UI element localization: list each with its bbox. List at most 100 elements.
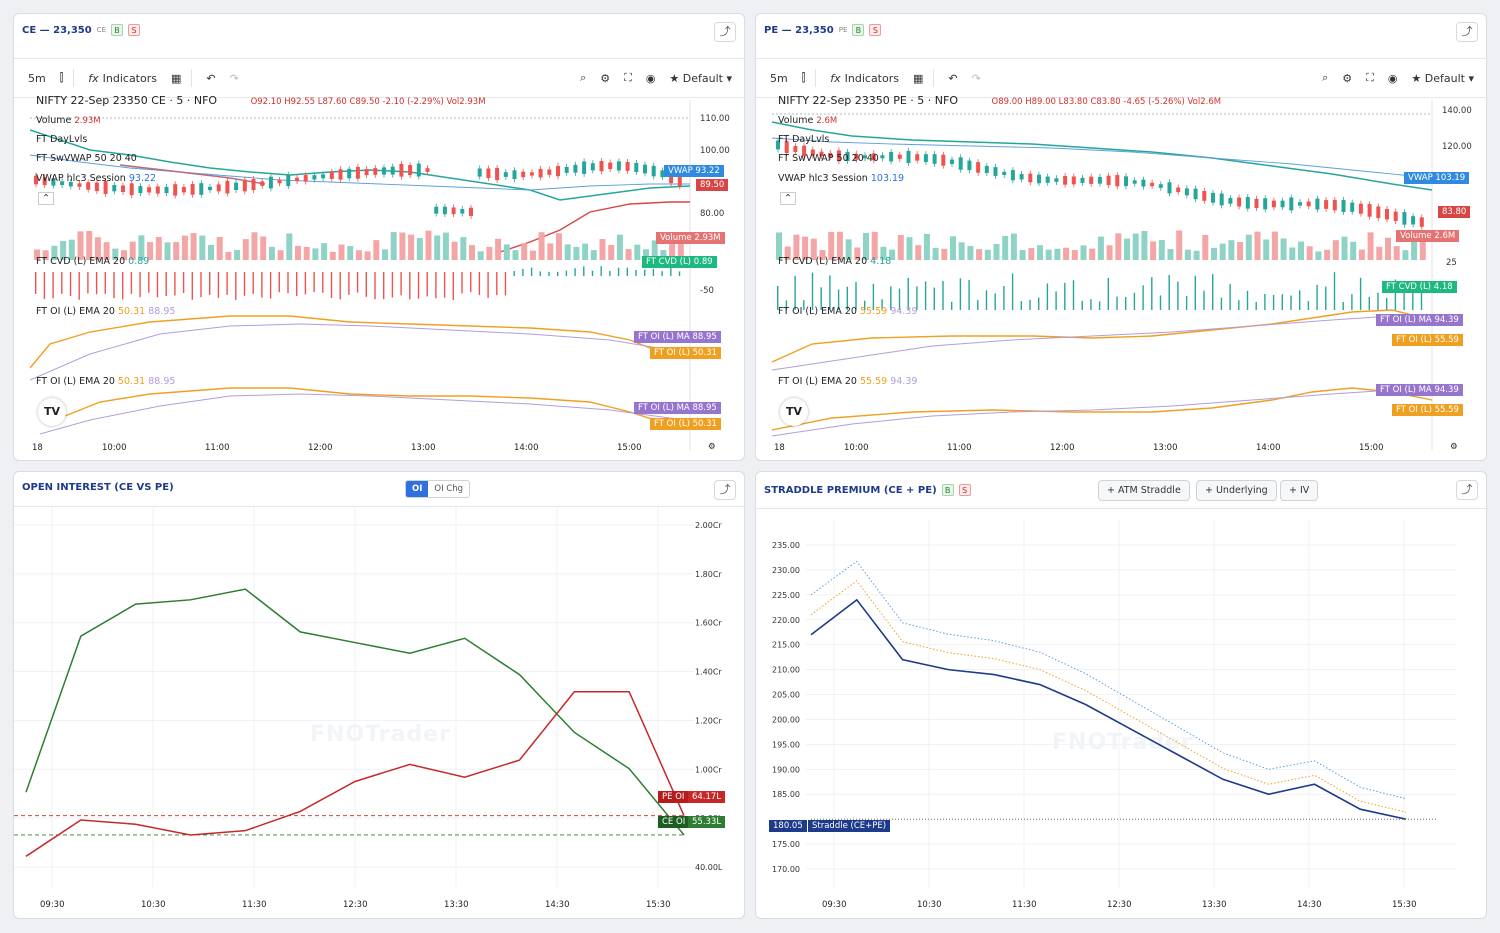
cvd-bar [811, 272, 814, 310]
cvd-bar [148, 272, 150, 293]
candle [199, 183, 204, 195]
settings-icon[interactable]: ⚙ [600, 71, 611, 85]
time-tick: 14:00 [514, 443, 539, 453]
settings-icon[interactable]: ⚙ [1342, 71, 1353, 85]
volume-bar [234, 250, 241, 260]
ce-oi-legend-1: FT OI (L) EMA 20 50.31 88.95 [36, 306, 176, 317]
y-tick-label: 175.00 [772, 840, 800, 849]
sell-button[interactable]: S [869, 24, 882, 36]
share-icon[interactable]: ⤴ [1456, 22, 1478, 42]
oi-chg-tab[interactable]: OI Chg [434, 484, 464, 494]
pe-type-tag: PE [838, 26, 848, 34]
volume-bar [1358, 249, 1365, 260]
zoom-icon[interactable]: ⌕ [1322, 71, 1329, 84]
candle-type-icon[interactable]: ⫿ [801, 71, 806, 84]
cvd-bar [1316, 284, 1318, 310]
volume-bar [103, 242, 110, 260]
camera-icon[interactable]: ◉ [645, 71, 656, 85]
chart-settings-icon[interactable]: ⚙ [1450, 442, 1458, 452]
chart-settings-icon[interactable]: ⚙ [708, 442, 716, 452]
indicators-button[interactable]: fx Indicators [830, 71, 899, 85]
cvd-bar [1299, 290, 1301, 310]
interval-selector[interactable]: 5m [28, 71, 46, 85]
cvd-bar [1368, 296, 1370, 310]
ce-toolbar: 5m ⫿ fx Indicators ▦ ↶ ↷ ⌕ ⚙ ⛶ ◉ ★ Defau… [14, 58, 744, 98]
volume-bar [793, 234, 800, 260]
add-iv-button[interactable]: + IV [1280, 480, 1319, 501]
default-template-select[interactable]: ★ Default ▾ [1411, 71, 1474, 85]
buy-button[interactable]: B [111, 24, 124, 36]
tradingview-logo[interactable]: TV [38, 398, 66, 426]
cvd-bar [1264, 293, 1266, 310]
add-underlying-button[interactable]: + Underlying [1196, 480, 1277, 501]
ce-candlestick-chart[interactable] [30, 100, 740, 450]
candle [845, 151, 850, 161]
candle [1089, 176, 1094, 184]
oi-line-chart[interactable]: 2.00Cr1.80Cr1.60Cr1.40Cr1.20Cr1.00Cr80.0… [14, 507, 745, 919]
volume-bar [425, 230, 432, 260]
share-icon[interactable]: ⤴ [714, 480, 736, 500]
interval-selector[interactable]: 5m [770, 71, 788, 85]
oi-ma-tag: FT OI (L) MA 88.95 [634, 402, 721, 414]
buy-button[interactable]: B [941, 484, 954, 496]
sell-button[interactable]: S [958, 484, 971, 496]
layout-grid-icon[interactable]: ▦ [170, 71, 182, 85]
volume-bar [34, 249, 40, 260]
share-icon[interactable]: ⤴ [714, 22, 736, 42]
cvd-bar [1412, 282, 1414, 310]
volume-bar [573, 246, 580, 260]
cvd-bar [365, 272, 367, 297]
candle [932, 154, 937, 164]
redo-icon[interactable]: ↷ [229, 71, 239, 85]
ce-collapse-toggle[interactable]: ⌃ [38, 192, 54, 205]
candle [1263, 198, 1268, 210]
default-template-select[interactable]: ★ Default ▾ [669, 71, 732, 85]
cvd-bar [391, 272, 394, 298]
undo-icon[interactable]: ↶ [206, 71, 216, 85]
volume-bar [329, 251, 336, 260]
oi-ma-tag: FT OI (L) MA 94.39 [1376, 314, 1463, 326]
zoom-icon[interactable]: ⌕ [580, 71, 587, 84]
tradingview-logo[interactable]: TV [780, 398, 808, 426]
oi-panel-title: OPEN INTEREST (CE VS PE) [22, 482, 174, 493]
pe-collapse-toggle[interactable]: ⌃ [780, 192, 796, 205]
volume-bar [1245, 234, 1252, 260]
time-tick: 15:00 [1359, 443, 1384, 453]
indicators-label: Indicators [102, 71, 157, 85]
sell-button[interactable]: S [128, 24, 141, 36]
add-atm-straddle-button[interactable]: + ATM Straddle [1098, 480, 1190, 501]
y-tick-label: 2.00Cr [695, 521, 722, 530]
upper-band-line [810, 560, 1407, 800]
undo-icon[interactable]: ↶ [948, 71, 958, 85]
candle [382, 167, 386, 175]
cvd-bar [269, 272, 272, 299]
volume-bar [1376, 246, 1383, 260]
cvd-bar [557, 271, 559, 276]
volume-bar [1341, 236, 1348, 260]
cvd-bar [35, 272, 37, 294]
camera-icon[interactable]: ◉ [1387, 71, 1398, 85]
share-icon[interactable]: ⤴ [1456, 480, 1478, 500]
candle [1367, 204, 1372, 217]
cvd-bar [243, 272, 246, 296]
candle [312, 175, 317, 180]
volume-bar [1263, 239, 1270, 260]
oi-tab[interactable]: OI [406, 481, 429, 497]
candle [941, 154, 946, 166]
cvd-bar [461, 272, 463, 294]
candle-type-icon[interactable]: ⫿ [59, 71, 64, 84]
fullscreen-icon[interactable]: ⛶ [1366, 71, 1374, 84]
time-tick: 12:00 [308, 443, 333, 453]
redo-icon[interactable]: ↷ [971, 71, 981, 85]
layout-grid-icon[interactable]: ▦ [912, 71, 924, 85]
volume-bar [1367, 232, 1374, 260]
fullscreen-icon[interactable]: ⛶ [624, 71, 632, 84]
pe-candlestick-chart[interactable] [772, 100, 1482, 450]
indicators-button[interactable]: fx Indicators [88, 71, 157, 85]
straddle-line-chart[interactable]: 235.00 230.00 225.00 220.00 215.00 210.00 205.… [756, 509, 1487, 919]
volume-bar [286, 233, 293, 260]
cvd-bar [803, 300, 805, 310]
candle [1402, 212, 1407, 225]
cvd-bar [794, 275, 796, 310]
buy-button[interactable]: B [852, 24, 865, 36]
